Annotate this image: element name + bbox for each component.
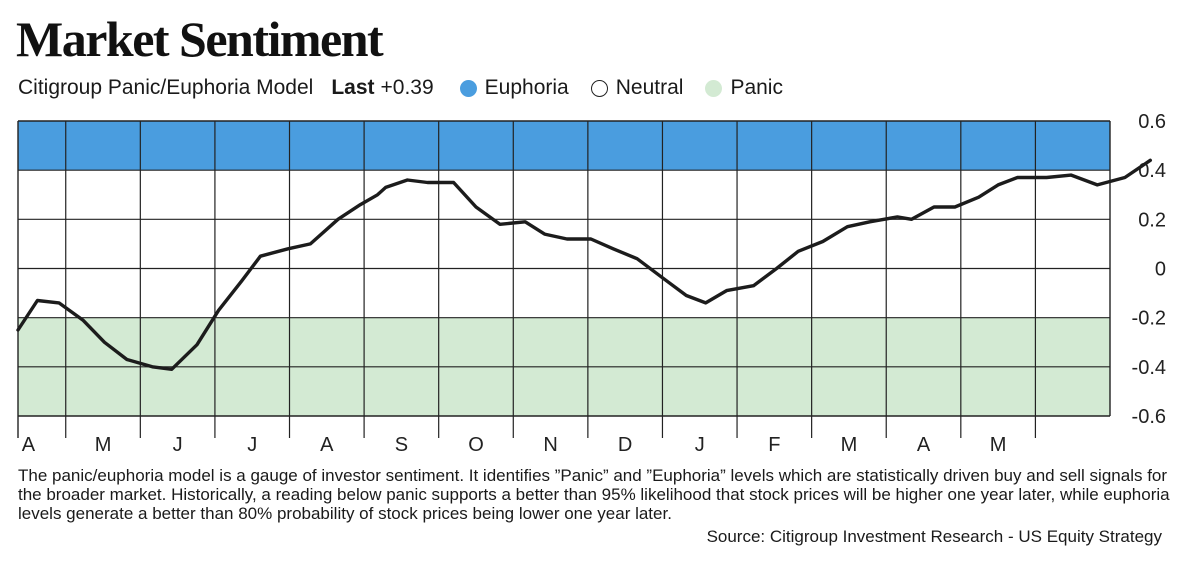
x-tick-label: S <box>395 434 408 456</box>
x-tick-label: M <box>841 434 858 456</box>
y-tick-label: 0.4 <box>1138 160 1166 182</box>
euphoria-swatch-icon <box>459 79 477 97</box>
y-tick-label: -0.2 <box>1132 308 1166 330</box>
last-value: +0.39 <box>380 76 434 99</box>
panic-swatch-icon <box>705 79 723 97</box>
x-tick-label: M <box>990 434 1007 456</box>
x-tick-label: D <box>618 434 632 456</box>
x-tick-label: A <box>22 434 36 456</box>
x-tick-label: J <box>173 434 183 456</box>
legend-item-neutral: Neutral <box>590 76 684 100</box>
footnote: The panic/euphoria model is a gauge of i… <box>18 466 1170 523</box>
legend-label-panic: Panic <box>730 76 783 99</box>
y-tick-label: -0.6 <box>1132 406 1166 428</box>
x-tick-label: M <box>95 434 112 456</box>
y-tick-label: 0 <box>1155 259 1166 281</box>
legend-label-neutral: Neutral <box>615 76 684 99</box>
zone-euphoria <box>18 121 1110 171</box>
chart-title: Market Sentiment <box>16 11 384 67</box>
legend-label-euphoria: Euphoria <box>484 76 569 99</box>
source-credit: Source: Citigroup Investment Research - … <box>706 527 1162 546</box>
x-tick-label: A <box>917 434 931 456</box>
legend-item-euphoria: Euphoria <box>459 76 569 100</box>
chart-subtitle-row: Citigroup Panic/Euphoria Model Last +0.3… <box>18 74 805 102</box>
legend-item-panic: Panic <box>705 76 783 100</box>
x-tick-label: J <box>247 434 257 456</box>
y-tick-label: 0.2 <box>1138 209 1166 231</box>
y-tick-label: 0.6 <box>1138 111 1166 133</box>
neutral-swatch-icon <box>590 79 608 97</box>
y-tick-label: -0.4 <box>1132 357 1166 379</box>
last-label: Last <box>331 76 375 99</box>
series-line <box>16 158 1153 371</box>
model-name: Citigroup Panic/Euphoria Model <box>18 76 314 99</box>
x-tick-label: J <box>695 434 705 456</box>
line-chart: 0.6 0.4 0.2 0 -0.2 -0.4 -0.6 A M J J A S O N D J F M A M <box>16 111 1166 456</box>
x-tick-label: N <box>543 434 557 456</box>
x-tick-label: F <box>768 434 780 456</box>
x-tick-label: O <box>468 434 484 456</box>
x-tick-label: A <box>320 434 334 456</box>
